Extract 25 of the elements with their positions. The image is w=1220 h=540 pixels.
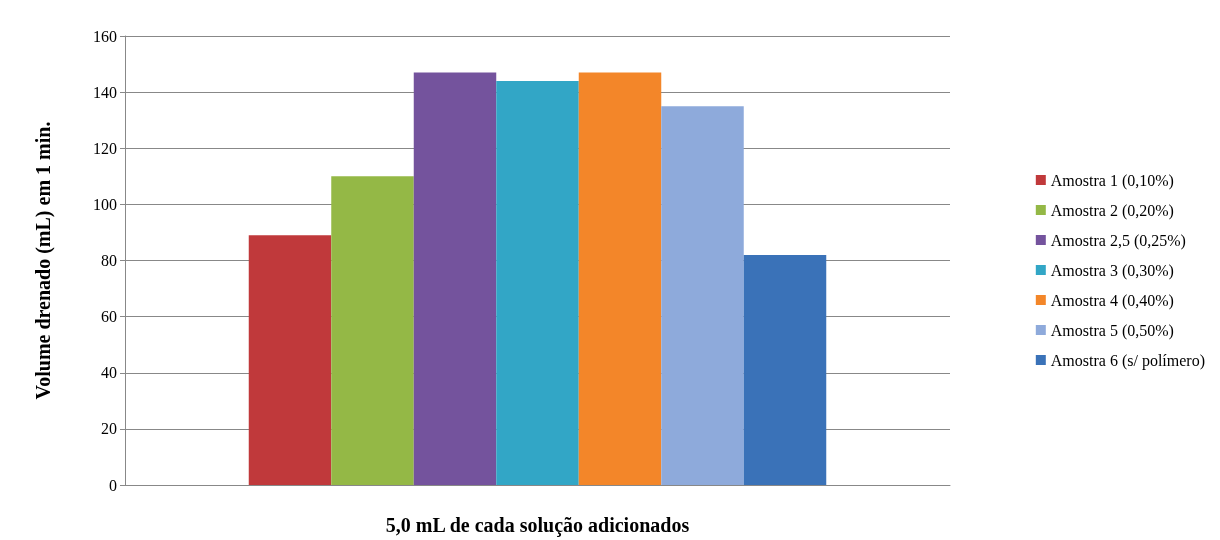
y-tick-label: 160 bbox=[93, 27, 117, 45]
bar bbox=[248, 235, 332, 485]
legend-label: Amostra 6 (s/ polímero) bbox=[1050, 351, 1206, 370]
legend-label: Amostra 3 (0,30%) bbox=[1050, 261, 1174, 280]
y-axis-title: Volume drenado (mL) em 1 min. bbox=[32, 121, 55, 400]
bar bbox=[331, 176, 414, 485]
bar bbox=[661, 106, 744, 485]
y-tick-label: 100 bbox=[93, 195, 117, 213]
x-axis-title: 5,0 mL de cada solução adicionados bbox=[385, 514, 690, 537]
y-tick-label: 80 bbox=[101, 252, 117, 269]
bar bbox=[578, 72, 662, 485]
bar bbox=[496, 80, 579, 485]
legend-label: Amostra 4 (0,40%) bbox=[1050, 291, 1174, 310]
y-tick-label: 40 bbox=[101, 364, 117, 382]
bar bbox=[743, 254, 827, 485]
y-tick-label: 140 bbox=[93, 83, 117, 101]
y-tick-label: 60 bbox=[101, 308, 117, 326]
legend-label: Amostra 1 (0,10%) bbox=[1050, 171, 1174, 190]
y-tick-label: 20 bbox=[101, 420, 117, 438]
legend-label: Amostra 2,5 (0,25%) bbox=[1050, 231, 1186, 250]
y-tick-label: 0 bbox=[109, 476, 117, 494]
legend-label: Amostra 5 (0,50%) bbox=[1050, 321, 1174, 340]
legend-label: Amostra 2 (0,20%) bbox=[1050, 201, 1174, 220]
y-tick-label: 120 bbox=[93, 139, 117, 157]
bar bbox=[413, 72, 497, 485]
